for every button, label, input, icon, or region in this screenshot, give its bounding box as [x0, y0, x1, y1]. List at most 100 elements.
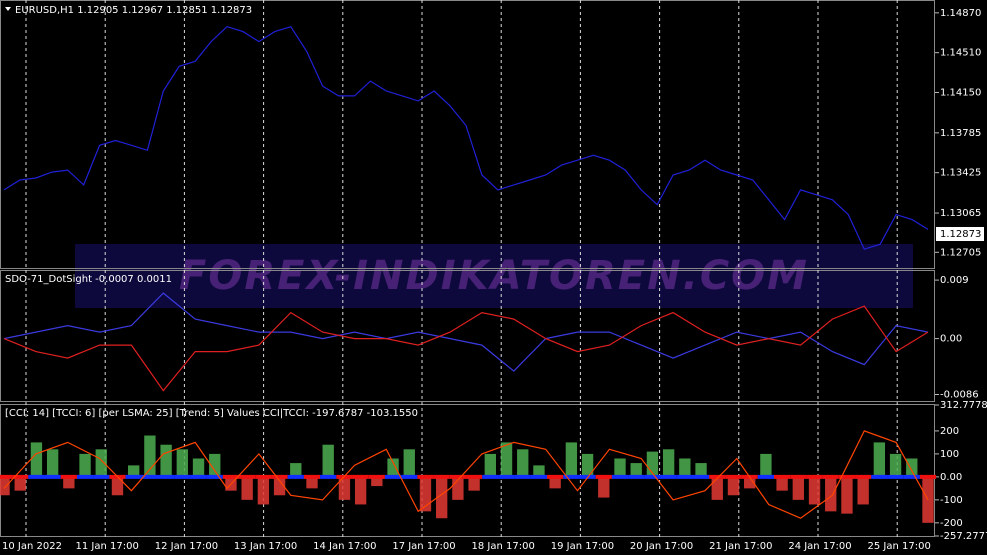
zero-line-segment [611, 474, 629, 479]
zero-line-segment [855, 474, 872, 479]
histogram-bar [128, 465, 140, 477]
histogram-bar [176, 449, 188, 477]
zero-line-segment [141, 474, 158, 479]
histogram-bar [30, 442, 43, 477]
histogram-bar [792, 476, 804, 500]
zero-line-segment [125, 474, 142, 479]
histogram-bar [614, 458, 626, 477]
x-tick-label: 11 Jan 17:00 [76, 541, 139, 552]
zero-line-segment [838, 474, 856, 479]
y-tick-label: -100 [940, 495, 963, 506]
zero-line-segment [417, 474, 434, 479]
zero-line-segment [644, 474, 661, 479]
zero-line-segment [806, 474, 823, 479]
zero-line-segment [466, 474, 483, 479]
histogram-bar [581, 453, 594, 477]
y-tick-label: 0.00 [940, 472, 962, 483]
zero-line-segment [498, 474, 515, 479]
y-tick-label: 312.7778 [940, 400, 987, 411]
zero-line-segment [547, 474, 564, 479]
zero-line-segment [903, 474, 920, 479]
x-tick-label: 20 Jan 17:00 [630, 541, 693, 552]
watermark: FOREX-INDIKATOREN.COM [179, 253, 809, 299]
histogram-bar [160, 444, 172, 477]
histogram-bar [468, 476, 480, 491]
zero-line-segment [887, 474, 904, 479]
x-tick-label: 10 Jan 2022 [2, 541, 62, 552]
histogram-bar [711, 476, 723, 500]
histogram-bar [306, 476, 318, 489]
histogram-bar [403, 449, 415, 477]
histogram-bar [95, 449, 107, 477]
histogram-bar [857, 476, 869, 505]
y-tick-label: 1.13425 [940, 168, 981, 179]
histogram-bar [14, 476, 26, 491]
histogram-bar [371, 476, 383, 487]
histogram-bar [744, 476, 756, 489]
histogram-bar [354, 476, 367, 505]
y-tick-label: 100 [940, 449, 959, 460]
zero-line-segment [676, 474, 693, 479]
zero-line-segment [725, 474, 742, 479]
histogram-bar [322, 444, 334, 477]
histogram-bar [419, 476, 432, 512]
zero-line-segment [774, 474, 791, 479]
histogram-bar [338, 476, 351, 500]
zero-line-segment [514, 474, 531, 479]
indicator-header: SDO-71_DotSight -0.0007 0.0011 [5, 274, 172, 285]
histogram-bar [825, 476, 837, 512]
zero-line-segment [692, 474, 710, 479]
y-tick-label: -200 [940, 518, 963, 529]
zero-line-segment [563, 474, 580, 479]
menu-arrow[interactable] [5, 7, 11, 11]
series-line [3, 305, 929, 392]
histogram-bar [517, 449, 529, 477]
histogram-bar [889, 453, 902, 477]
zero-line-segment [368, 474, 385, 479]
zero-line-segment [709, 474, 726, 479]
histogram-bar [436, 476, 448, 519]
y-tick-label: 1.14870 [940, 8, 981, 19]
zero-line-segment [757, 474, 774, 479]
panel-frame [0, 404, 935, 537]
zero-line-segment [320, 474, 337, 479]
zero-line-segment [239, 474, 256, 479]
symbol-header: EURUSD,H1 1.12905 1.12967 1.12851 1.1287… [15, 5, 252, 16]
x-tick-label: 14 Jan 17:00 [313, 541, 376, 552]
x-tick-label: 21 Jan 17:00 [709, 541, 772, 552]
histogram-bar [565, 442, 578, 477]
zero-line-segment [190, 474, 207, 479]
zero-line-segment [44, 474, 61, 479]
histogram-bar [387, 458, 399, 477]
y-tick-label: 200 [940, 426, 959, 437]
zero-line-segment [255, 474, 272, 479]
zero-line-segment [287, 474, 304, 479]
current-price: 1.12873 [940, 229, 981, 240]
histogram-bar [192, 458, 205, 477]
histogram-bar [500, 442, 513, 477]
histogram-bar [873, 442, 886, 477]
x-tick-label: 17 Jan 17:00 [392, 541, 455, 552]
zero-line-segment [158, 474, 175, 479]
histogram-bar [841, 476, 853, 514]
zero-line-segment [271, 474, 288, 479]
histogram-bar [662, 449, 675, 477]
zero-line-segment [384, 474, 402, 479]
histogram-bar [209, 453, 221, 477]
histogram-bar [760, 453, 772, 477]
zero-line-segment [12, 474, 29, 479]
x-tick-label: 19 Jan 17:00 [551, 541, 614, 552]
histogram-bar [273, 476, 286, 496]
x-tick-label: 25 Jan 17:00 [868, 541, 931, 552]
histogram-bar [727, 476, 740, 496]
y-tick-label: 0.00 [940, 334, 962, 345]
histogram-bar [695, 463, 707, 477]
zero-line-segment [790, 474, 807, 479]
histogram-bar [549, 476, 561, 489]
series-line [3, 292, 929, 372]
zero-line-segment [871, 474, 888, 479]
histogram-bar [630, 463, 642, 477]
zero-line-segment [628, 474, 645, 479]
